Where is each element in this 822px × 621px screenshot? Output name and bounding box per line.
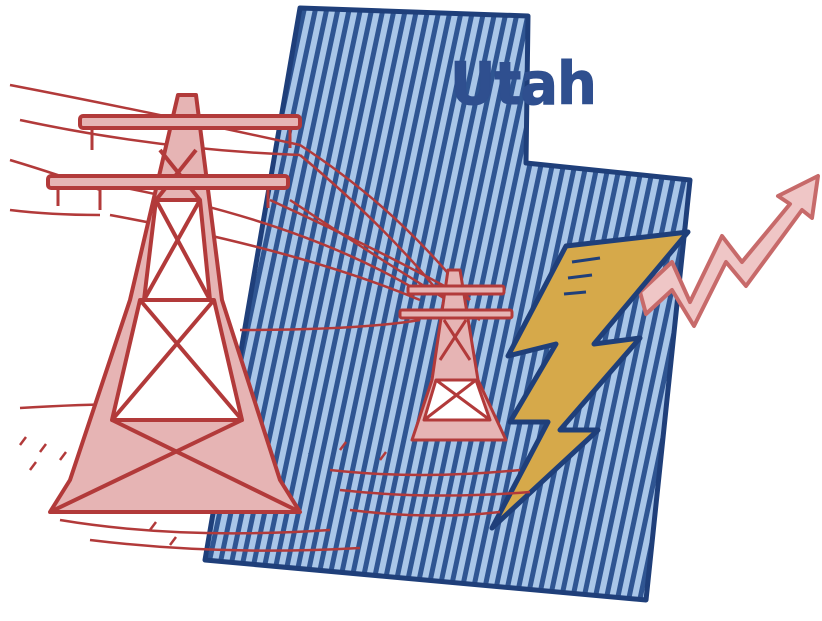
state-name-label: Utah [450, 50, 598, 119]
transmission-tower-icon [398, 268, 514, 442]
upward-trend-arrow-icon [638, 174, 820, 328]
transmission-tower-icon [46, 93, 302, 514]
ground-sketch [19, 436, 531, 552]
lightning-bolt-icon [489, 229, 691, 531]
